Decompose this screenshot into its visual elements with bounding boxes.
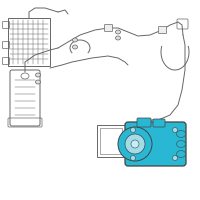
Ellipse shape [72, 45, 78, 49]
Ellipse shape [177, 140, 186, 148]
FancyBboxPatch shape [153, 119, 165, 127]
Ellipse shape [72, 38, 78, 42]
Ellipse shape [177, 150, 186, 158]
Circle shape [172, 156, 178, 160]
Circle shape [130, 156, 136, 160]
Ellipse shape [177, 130, 186, 138]
Ellipse shape [36, 80, 40, 84]
Ellipse shape [116, 36, 120, 40]
Ellipse shape [118, 127, 152, 161]
FancyBboxPatch shape [158, 26, 166, 33]
FancyBboxPatch shape [137, 118, 151, 127]
Circle shape [130, 128, 136, 132]
FancyBboxPatch shape [125, 122, 186, 166]
Circle shape [172, 128, 178, 132]
Ellipse shape [131, 140, 139, 148]
Ellipse shape [36, 73, 40, 77]
Ellipse shape [116, 30, 120, 34]
Ellipse shape [125, 134, 145, 154]
FancyBboxPatch shape [104, 24, 112, 31]
